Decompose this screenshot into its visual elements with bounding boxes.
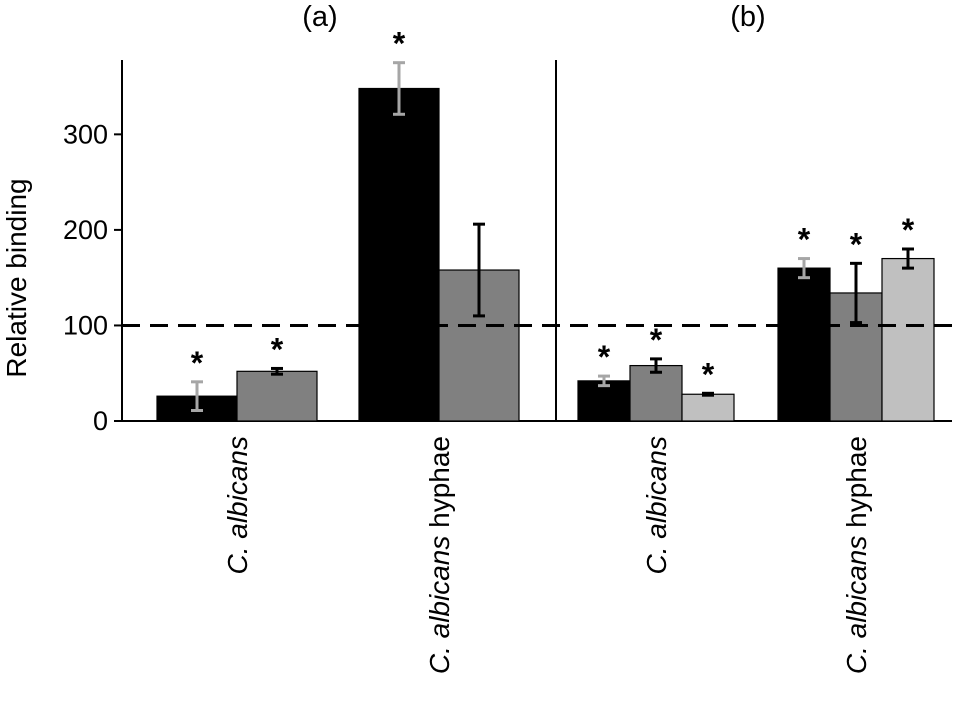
y-tick-label: 300 [63, 119, 108, 149]
category-label: C. albicans hyphae [841, 436, 872, 674]
bars-layer [156, 61, 935, 422]
category-label-rest: hyphae [841, 436, 872, 536]
significance-star: * [598, 339, 611, 375]
bar [358, 87, 440, 422]
significance-star: * [191, 345, 204, 381]
bar [577, 380, 631, 422]
bar [777, 267, 831, 422]
bar [236, 370, 318, 422]
panel-label: (a) [302, 1, 337, 33]
significance-star: * [850, 226, 863, 262]
significance-star: * [271, 331, 284, 367]
category-label-rest: hyphae [424, 436, 455, 536]
bar [629, 364, 683, 422]
category-label-italic: C. albicans [222, 436, 253, 575]
category-label: C. albicans hyphae [424, 436, 455, 674]
category-label-italic: C. albicans [841, 536, 872, 675]
significance-star: * [902, 212, 915, 248]
text-layer: 0 100 200 300 Relative binding (a) * * C. albica… [1, 1, 915, 674]
y-tick-label: 0 [93, 406, 108, 436]
significance-star: * [393, 26, 406, 62]
panel-label: (b) [730, 1, 765, 33]
category-label: C. albicans [641, 436, 672, 575]
bar [881, 257, 935, 422]
y-tick-label: 100 [63, 310, 108, 340]
category-label-italic: C. albicans [641, 436, 672, 575]
bar [681, 393, 735, 422]
category-label: C. albicans [222, 436, 253, 575]
category-label-italic: C. albicans [424, 536, 455, 675]
significance-star: * [702, 356, 715, 392]
y-axis-title: Relative binding [1, 178, 32, 377]
significance-star: * [650, 322, 663, 358]
significance-star: * [798, 222, 811, 258]
y-tick-label: 200 [63, 215, 108, 245]
